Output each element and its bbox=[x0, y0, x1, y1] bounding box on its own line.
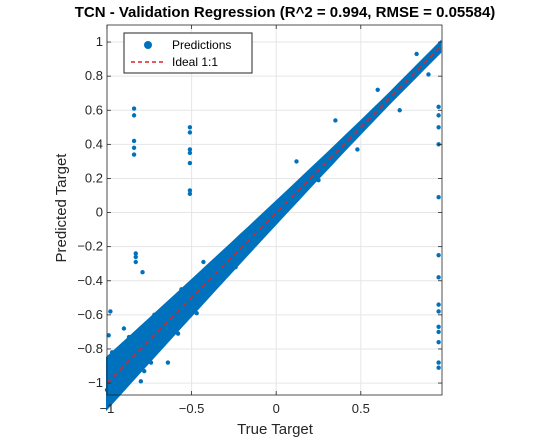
x-axis-label: True Target bbox=[237, 421, 314, 438]
prediction-point-23 bbox=[436, 339, 441, 345]
y-tick-label-2: −0.6 bbox=[77, 307, 103, 322]
y-tick-label-5: 0 bbox=[96, 205, 103, 220]
prediction-point-45 bbox=[179, 287, 184, 292]
prediction-cloud bbox=[106, 39, 442, 412]
prediction-point-40 bbox=[148, 360, 154, 365]
prediction-point-38 bbox=[138, 379, 144, 384]
prediction-point-14 bbox=[436, 125, 441, 130]
y-tick-label-1: −0.8 bbox=[77, 341, 103, 356]
y-tick-label-6: 0.2 bbox=[85, 170, 103, 185]
prediction-point-48 bbox=[218, 280, 223, 285]
prediction-point-50 bbox=[294, 159, 299, 164]
x-tick-label-2: 0 bbox=[273, 401, 280, 416]
prediction-point-30 bbox=[108, 309, 113, 314]
prediction-point-1 bbox=[131, 113, 137, 118]
prediction-point-47 bbox=[201, 259, 206, 265]
y-tick-label-10: 1 bbox=[96, 34, 103, 49]
prediction-point-39 bbox=[142, 368, 147, 374]
prediction-point-5 bbox=[187, 125, 193, 130]
prediction-point-13 bbox=[436, 113, 441, 118]
prediction-point-25 bbox=[436, 365, 441, 370]
y-tick-label-8: 0.6 bbox=[85, 102, 103, 117]
prediction-point-12 bbox=[436, 104, 441, 110]
y-axis-ticks: −1 −0.8 −0.6 −0.4 −0.2 0 0.2 0.4 0.6 0.8 1 bbox=[77, 34, 442, 390]
prediction-point-26 bbox=[133, 251, 138, 256]
prediction-point-43 bbox=[162, 338, 167, 343]
x-axis-ticks: −1 −0.5 0 0.5 bbox=[100, 25, 370, 416]
prediction-point-37 bbox=[126, 334, 132, 340]
prediction-point-56 bbox=[414, 51, 419, 57]
x-tick-label-0: −1 bbox=[100, 401, 115, 416]
y-axis-label: Predicted Target bbox=[53, 153, 70, 263]
prediction-point-21 bbox=[436, 324, 441, 329]
prediction-point-41 bbox=[152, 312, 157, 318]
prediction-point-10 bbox=[187, 188, 193, 193]
prediction-point-19 bbox=[436, 302, 441, 307]
prediction-point-9 bbox=[187, 160, 193, 166]
prediction-point-28 bbox=[133, 259, 138, 265]
prediction-point-3 bbox=[131, 145, 137, 150]
prediction-points bbox=[104, 51, 441, 393]
prediction-point-42 bbox=[165, 360, 171, 365]
prediction-point-52 bbox=[333, 118, 338, 123]
prediction-point-16 bbox=[436, 195, 441, 200]
y-tick-label-4: −0.2 bbox=[77, 239, 103, 254]
prediction-point-20 bbox=[436, 309, 441, 314]
prediction-point-46 bbox=[194, 310, 199, 316]
plot-frame bbox=[106, 24, 443, 396]
chart-title: TCN - Validation Regression (R^2 = 0.994… bbox=[75, 4, 496, 21]
prediction-point-51 bbox=[316, 177, 321, 183]
x-tick-label-3: 0.5 bbox=[352, 401, 370, 416]
prediction-point-18 bbox=[436, 275, 441, 280]
prediction-point-35 bbox=[118, 353, 123, 358]
prediction-point-27 bbox=[133, 254, 138, 260]
legend: Predictions Ideal 1:1 bbox=[123, 32, 253, 74]
prediction-point-53 bbox=[355, 147, 360, 152]
prediction-point-8 bbox=[187, 150, 193, 156]
prediction-point-57 bbox=[426, 72, 431, 77]
prediction-point-31 bbox=[106, 333, 111, 338]
prediction-point-44 bbox=[175, 331, 181, 336]
prediction-point-0 bbox=[131, 106, 137, 111]
y-tick-label-7: 0.4 bbox=[85, 136, 103, 151]
y-tick-label-3: −0.4 bbox=[77, 273, 103, 288]
prediction-point-29 bbox=[140, 270, 145, 275]
legend-marker-predictions bbox=[144, 41, 152, 49]
prediction-density-band bbox=[106, 39, 442, 412]
prediction-point-7 bbox=[187, 147, 193, 152]
prediction-point-17 bbox=[436, 252, 441, 258]
grid-lines bbox=[106, 25, 442, 395]
prediction-point-49 bbox=[233, 264, 238, 270]
prediction-point-32 bbox=[109, 350, 115, 355]
prediction-point-22 bbox=[436, 329, 441, 335]
legend-label-ideal: Ideal 1:1 bbox=[172, 55, 218, 69]
prediction-point-4 bbox=[131, 152, 137, 157]
prediction-point-11 bbox=[187, 191, 193, 197]
ideal-line bbox=[106, 44, 443, 384]
y-tick-label-0: −1 bbox=[88, 375, 103, 390]
prediction-point-2 bbox=[131, 138, 137, 144]
x-tick-label-1: −0.5 bbox=[179, 401, 205, 416]
prediction-point-55 bbox=[397, 108, 402, 113]
prediction-point-54 bbox=[375, 87, 380, 92]
legend-label-predictions: Predictions bbox=[172, 38, 231, 52]
legend-box bbox=[123, 32, 253, 74]
prediction-point-34 bbox=[116, 379, 122, 384]
prediction-point-6 bbox=[187, 130, 193, 135]
prediction-point-24 bbox=[436, 360, 441, 365]
y-tick-label-9: 0.8 bbox=[85, 68, 103, 83]
prediction-point-36 bbox=[121, 326, 127, 331]
